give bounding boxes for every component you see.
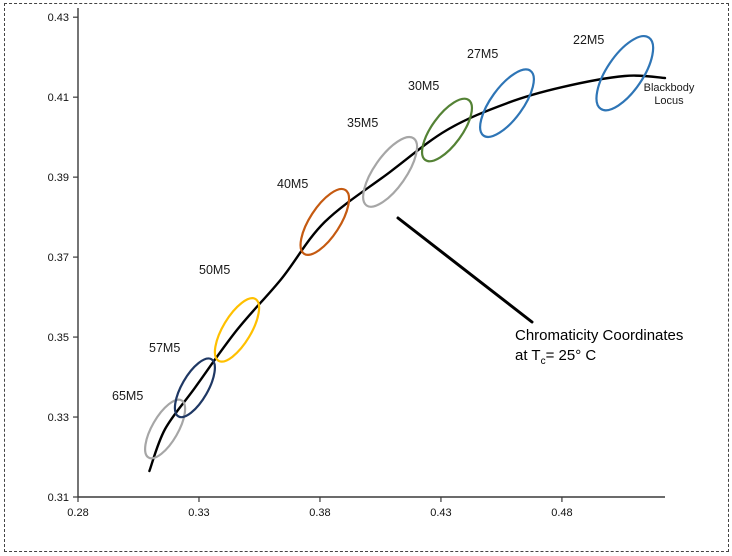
x-tick-label-1: 0.33 (188, 507, 209, 519)
annotation-line2-subscript: c (540, 356, 546, 367)
x-tick-label-4: 0.48 (551, 507, 572, 519)
ellipse-50m5 (213, 297, 261, 363)
x-tick-label-2: 0.38 (309, 507, 330, 519)
ellipse-label-27m5: 27M5 (467, 47, 498, 61)
x-tick-label-3: 0.43 (430, 507, 451, 519)
ellipse-label-50m5: 50M5 (199, 263, 230, 277)
annotation-line2-suffix: = 25° C (545, 347, 597, 364)
ellipse-35m5 (362, 135, 419, 208)
blackbody-locus-curve (148, 74, 667, 473)
ellipse-27m5 (479, 68, 535, 138)
ellipse-label-22m5: 22M5 (573, 33, 604, 47)
y-tick-label-0: 0.31 (48, 492, 69, 504)
annotation-line1: Chromaticity Coordinates (515, 327, 684, 344)
blackbody-locus-label: Blackbody Locus (638, 82, 700, 108)
annotation-line2-prefix: at T (515, 347, 541, 364)
ellipse-40m5 (299, 187, 351, 256)
ellipse-label-35m5: 35M5 (347, 116, 378, 130)
y-tick-label-6: 0.43 (48, 12, 69, 24)
ellipse-30m5 (420, 97, 474, 163)
x-tick-label-0: 0.28 (67, 507, 88, 519)
y-tick-label-1: 0.33 (48, 412, 69, 424)
blackbody-locus-label-line2: Locus (654, 95, 684, 107)
y-tick-label-2: 0.35 (48, 332, 69, 344)
ellipse-label-30m5: 30M5 (408, 79, 439, 93)
y-tick-label-3: 0.37 (48, 252, 69, 264)
ellipse-label-65m5: 65M5 (112, 389, 143, 403)
chromaticity-annotation: Chromaticity Coordinates at Tc= 25° C (515, 326, 683, 372)
ellipse-label-57m5: 57M5 (149, 341, 180, 355)
y-tick-label-5: 0.41 (48, 92, 69, 104)
annotation-pointer-line (396, 216, 534, 324)
blackbody-locus-label-line1: Blackbody (643, 82, 695, 94)
y-tick-label-4: 0.39 (48, 172, 69, 184)
ellipse-label-40m5: 40M5 (277, 177, 308, 191)
ellipse-22m5 (595, 35, 655, 112)
